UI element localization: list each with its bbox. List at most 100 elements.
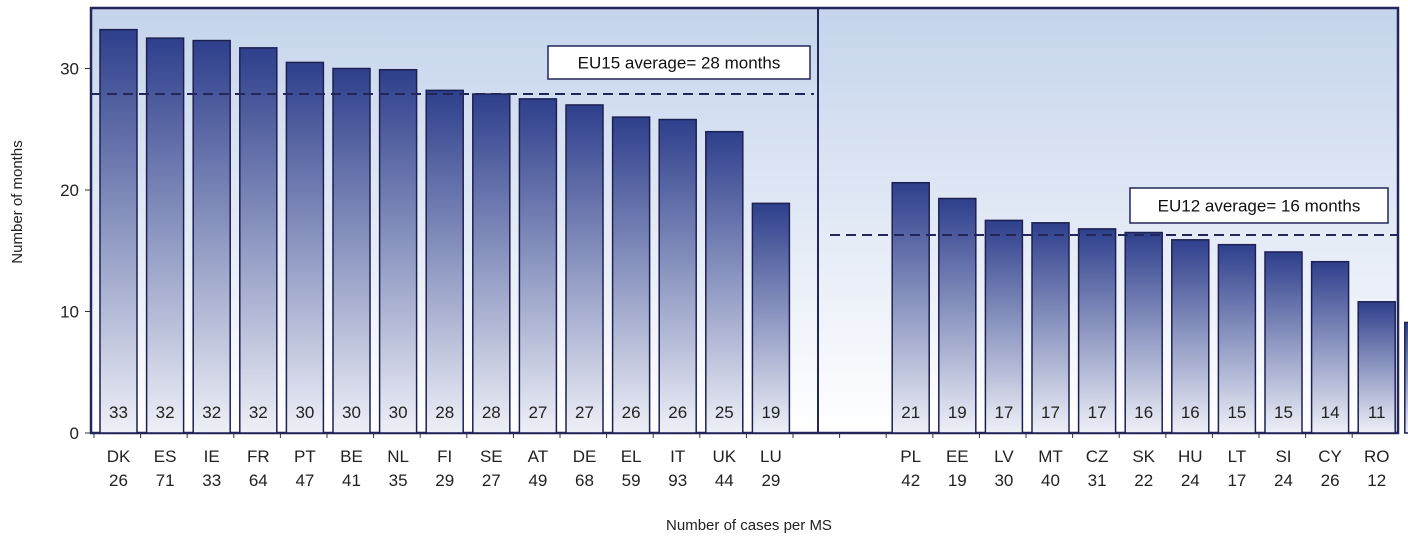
- country-label: FR: [247, 447, 270, 466]
- cases-label: 17: [1227, 471, 1246, 490]
- cases-label: 24: [1274, 471, 1293, 490]
- country-label: FI: [437, 447, 452, 466]
- bar-inner-label: 27: [528, 403, 547, 422]
- country-label: CY: [1318, 447, 1342, 466]
- cases-label: 44: [715, 471, 734, 490]
- bar-nl: [378, 68, 418, 434]
- bar-inner-label: 16: [1181, 403, 1200, 422]
- cases-label: 59: [622, 471, 641, 490]
- bar-el: [611, 116, 651, 434]
- country-label: SE: [480, 447, 503, 466]
- bar-inner-label: 26: [622, 403, 641, 422]
- y-tick-label: 10: [60, 303, 79, 322]
- cases-label: 24: [1181, 471, 1200, 490]
- cases-label: 71: [156, 471, 175, 490]
- country-label: EL: [621, 447, 642, 466]
- y-tick-label: 0: [70, 424, 79, 443]
- cases-label: 26: [109, 471, 128, 490]
- cases-label: 29: [435, 471, 454, 490]
- bar-inner-label: 15: [1227, 403, 1246, 422]
- bar-be: [332, 67, 371, 434]
- country-label: NL: [387, 447, 409, 466]
- cases-label: 27: [482, 471, 501, 490]
- country-label: AT: [528, 447, 548, 466]
- country-label: PL: [900, 447, 921, 466]
- bar-dk: [99, 28, 138, 434]
- average-label: EU12 average= 16 months: [1158, 197, 1361, 216]
- y-tick-label: 30: [60, 60, 79, 79]
- country-label: UK: [712, 447, 736, 466]
- country-label: LV: [994, 447, 1014, 466]
- country-label: IT: [670, 447, 685, 466]
- bars: 33 DK 26 32 ES 71 32 IE 33 32 FR 64 30 PT 47 30 BE 41 30 NL…: [99, 28, 1408, 490]
- bar-inner-label: 32: [202, 403, 221, 422]
- bar-inner-label: 28: [482, 403, 501, 422]
- cases-label: 93: [668, 471, 687, 490]
- average-label-box: [547, 45, 811, 80]
- plot-frame: [89, 6, 1400, 435]
- bar-se: [472, 93, 511, 434]
- cases-label: 12: [1367, 471, 1386, 490]
- bar-pl: [891, 181, 930, 434]
- country-label: DE: [573, 447, 597, 466]
- cases-label: 30: [994, 471, 1013, 490]
- country-label: BE: [340, 447, 363, 466]
- bar-lv: [984, 219, 1024, 434]
- cases-label: 26: [1321, 471, 1340, 490]
- country-label: RO: [1364, 447, 1390, 466]
- x-axis-title: Number of cases per MS: [666, 517, 832, 534]
- cases-label: 64: [249, 471, 268, 490]
- average-label: EU15 average= 28 months: [578, 54, 781, 73]
- cases-label: 40: [1041, 471, 1060, 490]
- y-axis-title: Number of months: [9, 140, 26, 263]
- country-label: IE: [204, 447, 220, 466]
- y-tick-label: 20: [60, 181, 79, 200]
- bar-inner-label: 14: [1321, 403, 1340, 422]
- bar-cy: [1310, 260, 1350, 434]
- cases-label: 35: [389, 471, 408, 490]
- bar-hu: [1171, 239, 1210, 434]
- bar-inner-label: 15: [1274, 403, 1293, 422]
- bar-inner-label: 32: [249, 403, 268, 422]
- bar-inner-label: 17: [1088, 403, 1107, 422]
- bar-bg: [1404, 321, 1408, 434]
- bar-si: [1264, 251, 1303, 434]
- cases-label: 33: [202, 471, 221, 490]
- bar-ee: [938, 197, 977, 434]
- bar-at: [518, 98, 558, 434]
- bar-inner-label: 11: [1368, 403, 1386, 422]
- bar-it: [658, 118, 697, 434]
- bar-cz: [1077, 228, 1117, 434]
- bar-pt: [285, 61, 325, 434]
- country-label: SK: [1132, 447, 1155, 466]
- average-label-box: [1129, 187, 1389, 224]
- country-label: EE: [946, 447, 969, 466]
- bar-es: [145, 37, 185, 434]
- bar-inner-label: 28: [435, 403, 454, 422]
- country-label: PT: [294, 447, 316, 466]
- cases-label: 41: [342, 471, 361, 490]
- bar-inner-label: 30: [295, 403, 314, 422]
- country-label: MT: [1038, 447, 1063, 466]
- cases-label: 31: [1088, 471, 1107, 490]
- country-label: LT: [1228, 447, 1247, 466]
- bar-inner-label: 17: [1041, 403, 1060, 422]
- cases-label: 47: [295, 471, 314, 490]
- bar-sk: [1124, 231, 1163, 434]
- cases-label: 29: [761, 471, 780, 490]
- cases-label: 68: [575, 471, 594, 490]
- bar-de: [565, 104, 604, 434]
- bar-lu: [751, 202, 791, 434]
- bar-inner-label: 27: [575, 403, 594, 422]
- cases-label: 42: [901, 471, 920, 490]
- bar-inner-label: 19: [761, 403, 780, 422]
- bar-inner-label: 32: [156, 403, 175, 422]
- country-label: CZ: [1086, 447, 1109, 466]
- cases-label: 22: [1134, 471, 1153, 490]
- bar-inner-label: 30: [389, 403, 408, 422]
- bar-ie: [192, 39, 231, 434]
- country-label: HU: [1178, 447, 1203, 466]
- bar-lt: [1217, 243, 1257, 434]
- cases-label: 19: [948, 471, 967, 490]
